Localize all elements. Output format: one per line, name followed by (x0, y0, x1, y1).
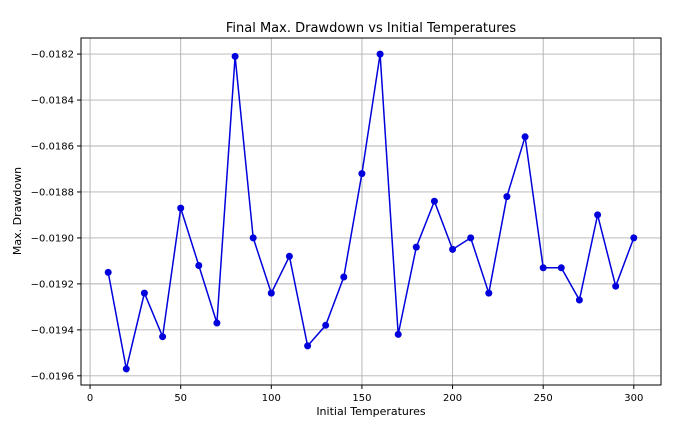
data-point (594, 211, 602, 219)
x-axis-label: Initial Temperatures (316, 405, 426, 418)
data-point (521, 133, 529, 141)
data-point (612, 282, 620, 290)
data-point (394, 330, 402, 338)
data-point (122, 365, 130, 373)
y-tick-label: −0.0190 (31, 233, 74, 244)
data-point (358, 170, 366, 178)
y-tick-label: −0.0186 (31, 142, 74, 153)
y-tick-label: −0.0194 (31, 325, 74, 336)
data-point (630, 234, 638, 242)
data-point (104, 268, 112, 276)
data-point (285, 252, 293, 260)
data-point (485, 289, 493, 297)
data-point (467, 234, 475, 242)
x-tick-label: 250 (534, 393, 553, 404)
chart-title: Final Max. Drawdown vs Initial Temperatu… (226, 21, 516, 36)
data-point (449, 245, 457, 253)
x-axis-ticks: 0 50 100 150 200 250 300 (87, 385, 643, 404)
data-points (104, 50, 638, 373)
x-tick-label: 100 (262, 393, 281, 404)
data-point (213, 319, 221, 327)
x-tick-label: 300 (624, 393, 643, 404)
data-point (340, 273, 348, 281)
plot-frame (80, 37, 662, 386)
y-tick-label: −0.0192 (31, 279, 74, 290)
x-tick-label: 200 (443, 393, 462, 404)
grid (81, 38, 661, 385)
data-point (267, 289, 275, 297)
data-point (231, 52, 239, 60)
y-tick-label: −0.0196 (31, 371, 74, 382)
data-point (177, 204, 185, 212)
y-axis-label: Max. Drawdown (11, 167, 24, 255)
y-axis-ticks: −0.0196 −0.0194 −0.0192 −0.0190 −0.0188 −0.01… (31, 50, 81, 382)
data-point (304, 342, 312, 350)
x-tick-label: 0 (87, 393, 93, 404)
y-tick-label: −0.0182 (31, 50, 74, 61)
data-point (376, 50, 384, 58)
data-point (575, 296, 583, 304)
y-tick-label: −0.0184 (31, 96, 74, 107)
y-tick-label: −0.0188 (31, 187, 74, 198)
series-line (107, 53, 635, 370)
data-point (140, 289, 148, 297)
data-point (557, 264, 565, 272)
x-tick-label: 150 (352, 393, 371, 404)
data-point (249, 234, 257, 242)
data-point (412, 243, 420, 251)
data-point (539, 264, 547, 272)
data-point (159, 333, 167, 341)
x-tick-label: 50 (174, 393, 187, 404)
data-point (195, 262, 203, 269)
data-point (322, 321, 330, 329)
data-point (430, 197, 438, 205)
data-point (503, 193, 511, 201)
